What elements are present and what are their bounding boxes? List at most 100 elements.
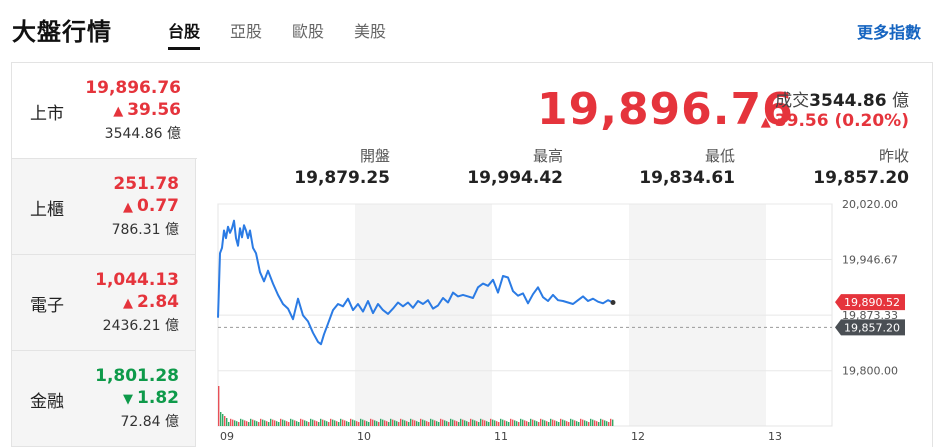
index-name: 上櫃 (30, 200, 64, 220)
volume-bar (384, 420, 386, 426)
volume-bar (404, 420, 406, 426)
volume-bar (236, 421, 238, 426)
page-header: 大盤行情 台股 亞股 歐股 美股 更多指數 (0, 0, 933, 58)
volume-bar (346, 421, 348, 426)
current-price-tag: 19,890.52 (835, 294, 905, 311)
volume-bar (298, 422, 300, 426)
stat-prev-close: 昨收 19,857.20 (813, 146, 909, 190)
volume-bar (280, 418, 282, 426)
index-list: 上市 19,896.76 ▲ 39.56 3544.86 億 上櫃 251.78 … (11, 62, 197, 447)
volume-bar (494, 420, 496, 426)
volume-bar (322, 419, 324, 426)
page-title: 大盤行情 (12, 18, 112, 46)
volume-bar (528, 422, 530, 426)
current-price-tag-bg (835, 294, 905, 311)
stat-label: 最高 (532, 147, 563, 165)
volume-bar (232, 419, 234, 426)
volume-bar (332, 419, 334, 426)
volume-bar (286, 421, 288, 426)
stat-value: 19,857.20 (813, 168, 909, 188)
index-name: 電子 (30, 296, 64, 316)
volume-bar (398, 422, 400, 426)
volume-bar (394, 420, 396, 426)
volume-bar (288, 422, 290, 426)
volume-bar (550, 418, 552, 426)
index-item-finance[interactable]: 金融 1,801.28 ▼ 1.82 72.84 億 (12, 351, 195, 447)
volume-bar (300, 418, 302, 426)
volume-bar (260, 418, 262, 426)
volume-bar (598, 422, 600, 426)
stat-value: 19,879.25 (294, 168, 390, 188)
stat-value: 19,834.61 (639, 168, 735, 188)
volume-bar (566, 421, 568, 426)
volume-bar (464, 420, 466, 426)
volume-bar (410, 418, 412, 426)
volume-bar (306, 421, 308, 426)
x-tick-label: 11 (494, 430, 508, 443)
price-change-value: 39.56 (0.20%) (774, 111, 909, 131)
volume-bar (270, 418, 272, 426)
volume-bar (430, 418, 432, 426)
volume-bar (560, 418, 562, 426)
volume-bar (524, 420, 526, 426)
turnover: 成交3544.86 億 (775, 86, 909, 111)
volume-bar (578, 422, 580, 426)
volume-bar (348, 422, 350, 426)
volume-bar (328, 422, 330, 426)
volume-bar (372, 419, 374, 426)
volume-bar (360, 418, 362, 426)
turnover-unit: 億 (892, 91, 909, 111)
price-change: ▲ 39.56 (0.20%) (761, 111, 909, 131)
stat-high: 最高 19,994.42 (467, 146, 563, 190)
volume-bar (508, 422, 510, 426)
volume-bar (570, 418, 572, 426)
volume-bar (522, 419, 524, 426)
volume-bar (226, 418, 228, 426)
volume-bar (284, 420, 286, 426)
volume-bar (484, 420, 486, 426)
tab-asia[interactable]: 亞股 (230, 22, 263, 41)
volume-bar (536, 421, 538, 426)
volume-bar (502, 419, 504, 426)
down-triangle-icon: ▼ (123, 392, 134, 407)
volume-bar (574, 420, 576, 426)
volume-bar (222, 414, 224, 426)
volume-bar (382, 419, 384, 426)
volume-bar (486, 421, 488, 426)
volume-bar (364, 420, 366, 426)
volume-bar (444, 420, 446, 426)
index-item-listed[interactable]: 上市 19,896.76 ▲ 39.56 3544.86 億 (12, 63, 197, 159)
index-item-otc[interactable]: 上櫃 251.78 ▲ 0.77 786.31 億 (12, 159, 195, 255)
tab-europe[interactable]: 歐股 (292, 22, 325, 41)
volume-bar (432, 419, 434, 426)
volume-bar (482, 419, 484, 426)
volume-bar (604, 420, 606, 426)
volume-bar (336, 421, 338, 426)
volume-bar (296, 421, 298, 426)
index-change: 0.77 (137, 196, 179, 216)
volume-bar (268, 422, 270, 426)
volume-bar (514, 420, 516, 426)
index-item-electronics[interactable]: 電子 1,044.13 ▲ 2.84 2436.21 億 (12, 255, 195, 351)
volume-bar (294, 420, 296, 426)
tab-us[interactable]: 美股 (354, 22, 387, 41)
volume-bar (552, 419, 554, 426)
volume-bar (218, 386, 220, 426)
volume-bar (362, 419, 364, 426)
volume-bar (418, 422, 420, 426)
tab-taiwan[interactable]: 台股 (168, 18, 201, 50)
volume-bar (572, 419, 574, 426)
volume-bar (220, 412, 222, 426)
volume-bar (276, 421, 278, 426)
stat-value: 19,994.42 (467, 168, 563, 188)
volume-bar (442, 419, 444, 426)
volume-bar (468, 422, 470, 426)
volume-bar (240, 418, 242, 426)
more-indices-link[interactable]: 更多指數 (856, 23, 921, 42)
volume-bar (252, 419, 254, 426)
volume-bar (290, 418, 292, 426)
volume-bar (452, 419, 454, 426)
volume-bar (608, 422, 610, 426)
volume-bar (440, 418, 442, 426)
